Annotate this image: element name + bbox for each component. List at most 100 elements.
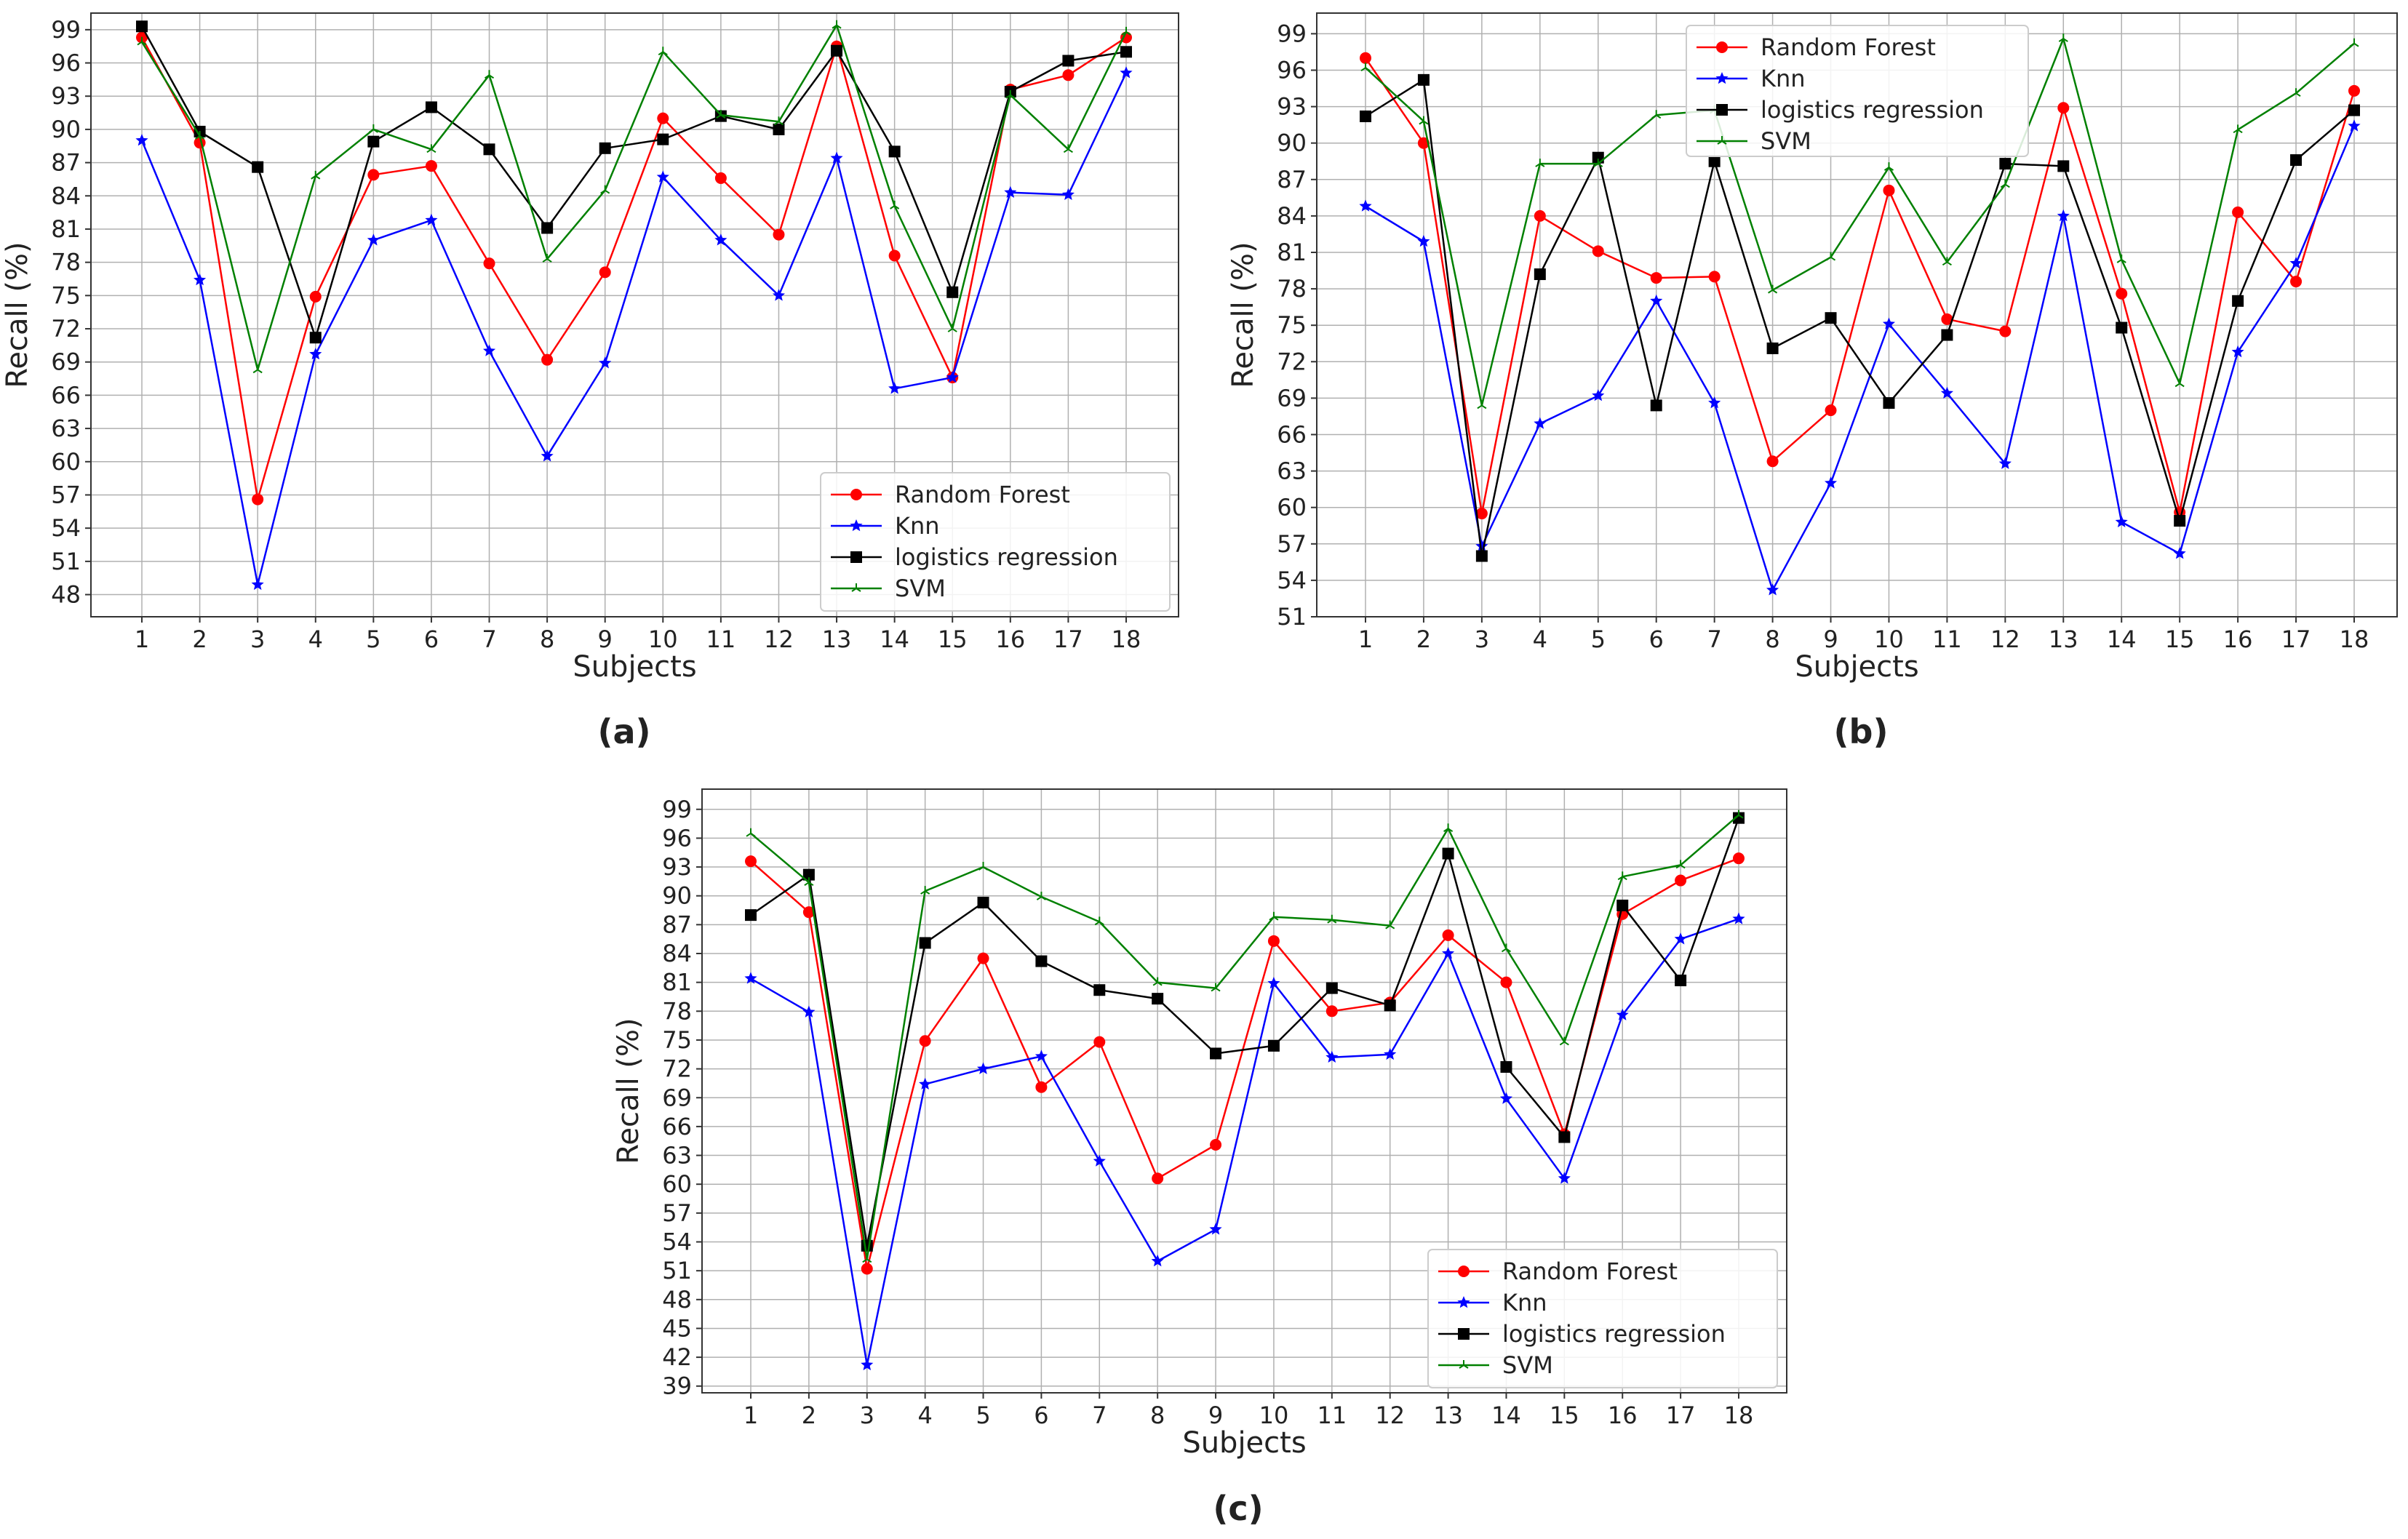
data-point [195, 131, 205, 140]
y-tick-label: 90 [662, 882, 692, 910]
legend-label: logistics regression [895, 543, 1118, 571]
data-point [1825, 404, 1837, 417]
y-tick-label: 93 [662, 853, 692, 881]
data-point [1211, 983, 1221, 992]
data-point [136, 20, 148, 33]
legend-marker [851, 583, 861, 592]
data-point [1501, 943, 1512, 953]
data-point [802, 906, 815, 919]
data-point [1094, 916, 1104, 926]
legend: Random Forest Knn logistics regression SVM [1427, 1249, 1778, 1388]
data-point [2058, 33, 2068, 42]
data-point [1093, 1154, 1106, 1167]
data-point [599, 356, 612, 369]
data-point [714, 233, 727, 246]
data-point [1708, 271, 1721, 283]
data-point [745, 909, 757, 922]
legend-label: Random Forest [1761, 33, 1936, 61]
data-point [541, 222, 554, 234]
y-tick-label: 72 [1277, 348, 1307, 375]
data-point [2000, 179, 2010, 188]
y-tick-label: 87 [51, 149, 81, 177]
data-point [2291, 88, 2301, 97]
data-point [1675, 860, 1686, 869]
data-point [1475, 550, 1488, 562]
data-point [657, 133, 669, 145]
y-axis-label: Recall (%) [1227, 241, 1260, 388]
data-point [1940, 386, 1953, 399]
series-svm [746, 810, 1744, 1263]
data-point [309, 348, 322, 360]
data-point [367, 233, 380, 246]
data-point [1093, 1036, 1106, 1048]
y-tick-label: 63 [51, 415, 81, 442]
series-line [140, 36, 1127, 500]
data-point [1384, 999, 1396, 1012]
x-tick-label: 7 [482, 625, 496, 653]
data-point [137, 36, 147, 46]
data-point [1768, 284, 1778, 294]
data-point [2174, 515, 2186, 527]
x-tick-label: 7 [1092, 1402, 1107, 1429]
data-point [1734, 810, 1744, 819]
data-point [1534, 417, 1547, 429]
data-point [1325, 982, 1338, 994]
y-tick-label: 87 [662, 911, 692, 938]
y-tick-label: 69 [51, 348, 81, 376]
data-point [1327, 914, 1337, 924]
data-point [2233, 124, 2243, 134]
data-point [1267, 977, 1280, 989]
x-tick-label: 7 [1707, 625, 1721, 653]
x-tick-label: 8 [1765, 625, 1779, 653]
x-tick-label: 18 [1112, 625, 1141, 653]
data-point [1360, 52, 1371, 64]
data-point [1675, 975, 1687, 987]
y-tick-label: 63 [662, 1142, 692, 1170]
data-point [2349, 38, 2359, 47]
data-point [1475, 508, 1488, 520]
data-point [1477, 400, 1487, 409]
data-point [1942, 257, 1952, 266]
data-point [1766, 455, 1779, 468]
data-point [1442, 947, 1455, 959]
data-point [425, 101, 437, 113]
panel-c-chart: 3942454851545760636669727578818487909396… [612, 788, 1787, 1528]
data-point [1883, 184, 1895, 196]
y-tick-label: 57 [662, 1199, 692, 1227]
data-point [831, 44, 843, 57]
data-point [772, 289, 785, 301]
legend-marker [1716, 104, 1728, 116]
y-tick-label: 99 [51, 16, 81, 44]
legend-label: Knn [895, 512, 940, 540]
x-tick-label: 1 [135, 625, 149, 653]
data-point [368, 124, 378, 133]
x-tick-label: 17 [1053, 625, 1083, 653]
data-point [484, 70, 495, 79]
data-point [1035, 1081, 1048, 1093]
series-logistics-regression [136, 20, 1132, 344]
y-axis-label: Recall (%) [612, 1018, 645, 1164]
data-point [861, 1263, 873, 1275]
x-tick-label: 17 [1666, 1402, 1696, 1429]
data-point [1999, 325, 2012, 337]
data-point [920, 886, 930, 895]
x-tick-label: 12 [764, 625, 794, 653]
y-tick-label: 93 [1277, 93, 1307, 121]
series-knn [1359, 119, 2361, 596]
data-point [746, 828, 756, 837]
series-line [1365, 37, 2355, 407]
data-point [541, 353, 554, 366]
data-point [2232, 295, 2244, 307]
data-point [1998, 457, 2012, 469]
series-knn [744, 912, 1745, 1370]
legend-marker [850, 551, 862, 563]
data-point [946, 286, 959, 298]
data-point [714, 110, 727, 122]
data-point [425, 160, 437, 172]
data-point [1093, 984, 1106, 996]
panel-label: (a) [597, 712, 650, 751]
data-point [599, 142, 611, 154]
data-point [2057, 160, 2070, 172]
x-axis-label: Subjects [1795, 650, 1918, 684]
x-tick-label: 10 [1874, 625, 1904, 653]
